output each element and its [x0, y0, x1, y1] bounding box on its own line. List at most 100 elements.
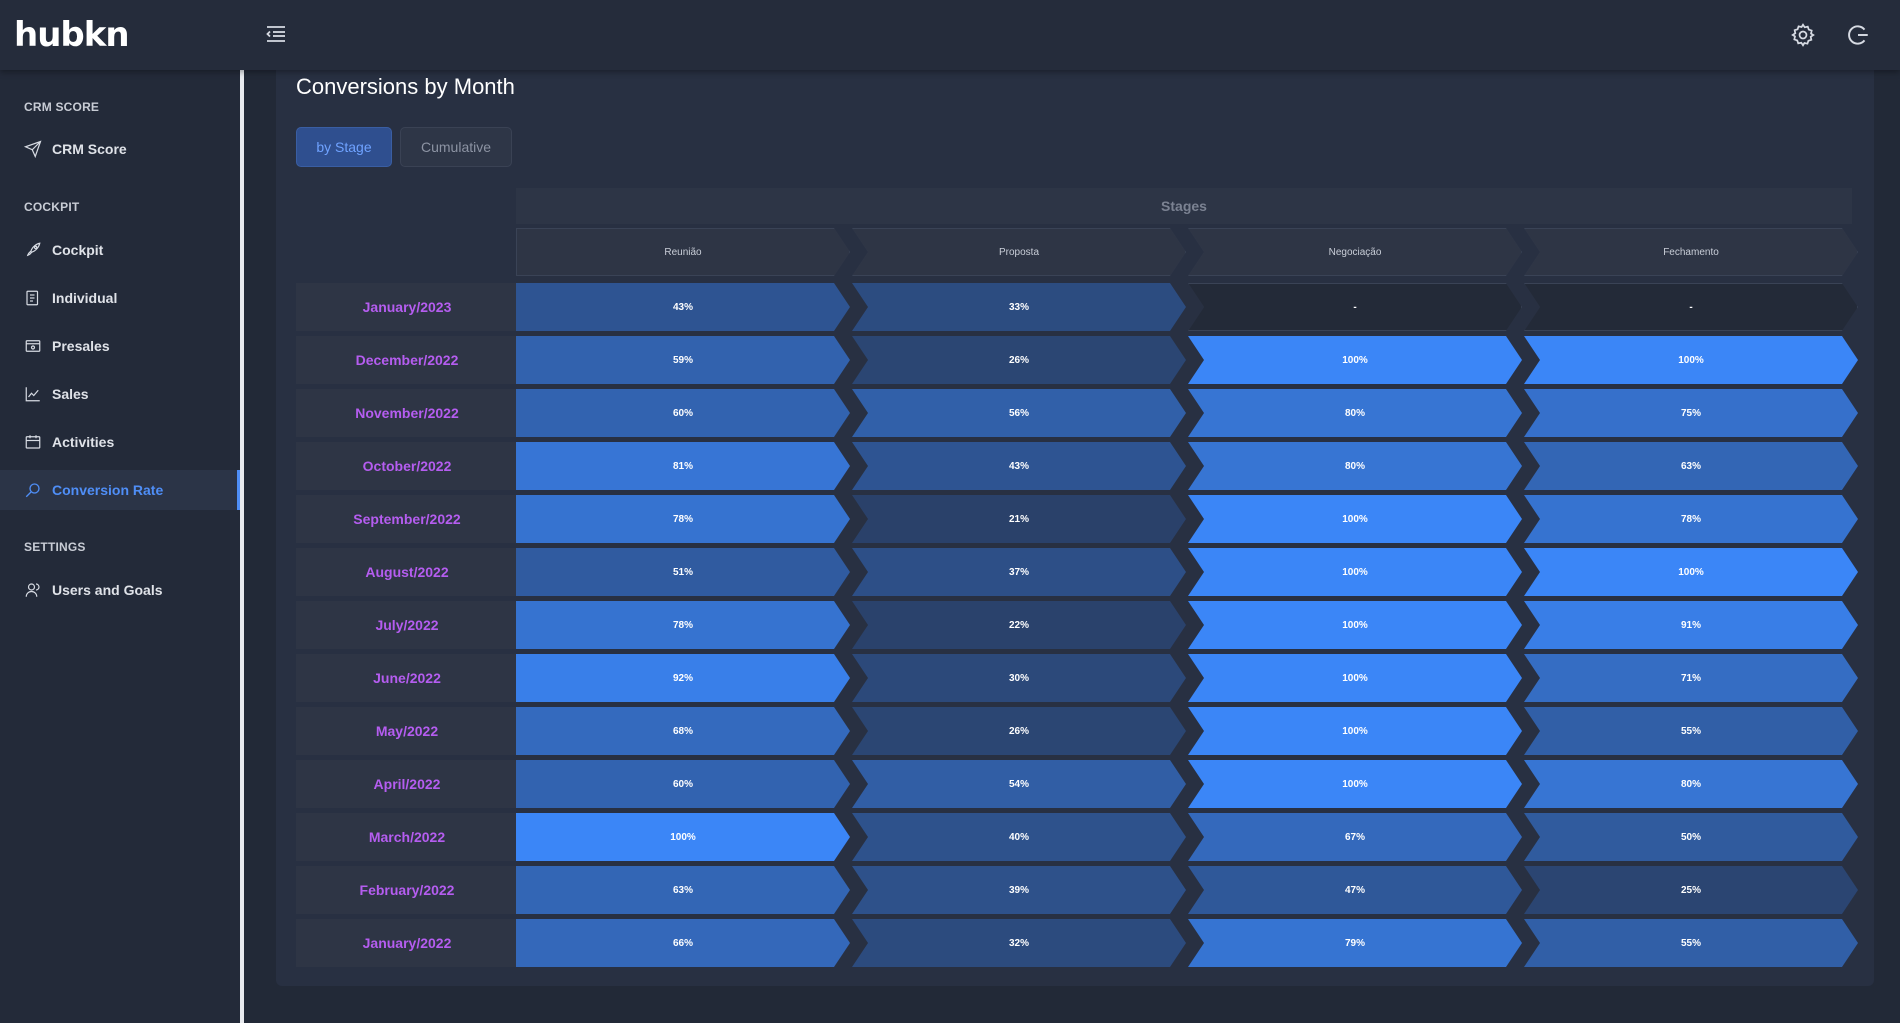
stage-header: Proposta: [852, 228, 1186, 276]
cell-value: 66%: [672, 937, 693, 949]
conversion-cell: 92%: [516, 654, 850, 702]
search-icon: [24, 481, 42, 499]
cell-value: 56%: [1008, 407, 1029, 419]
conversion-cell: -: [1524, 283, 1858, 331]
sidebar-item-presales[interactable]: Presales: [0, 326, 240, 366]
cell-value: 43%: [672, 301, 693, 313]
month-label: November/2022: [296, 389, 518, 437]
conversion-cell: 80%: [1188, 442, 1522, 490]
conversion-cell: 30%: [852, 654, 1186, 702]
cell-value: 54%: [1008, 778, 1029, 790]
app-logo[interactable]: hubkn: [14, 15, 130, 55]
conversion-cell: 51%: [516, 548, 850, 596]
cell-value: 71%: [1680, 672, 1701, 684]
cell-value: 100%: [1678, 566, 1704, 578]
conversion-cell: 47%: [1188, 866, 1522, 914]
conversion-cell: 59%: [516, 336, 850, 384]
conversion-cell: 100%: [1188, 654, 1522, 702]
users-icon: [24, 581, 42, 599]
conversion-cell: 78%: [516, 495, 850, 543]
conversion-cell: 100%: [1188, 495, 1522, 543]
cell-value: 47%: [1344, 884, 1365, 896]
cell-value: 60%: [672, 407, 693, 419]
conversion-cell: 71%: [1524, 654, 1858, 702]
conversion-cell: 32%: [852, 919, 1186, 967]
cell-value: 100%: [1678, 354, 1704, 366]
conversion-cell: 63%: [1524, 442, 1858, 490]
cell-value: 67%: [1344, 831, 1365, 843]
cell-value: 100%: [670, 831, 696, 843]
conversion-cell: 100%: [1524, 336, 1858, 384]
cell-value: 37%: [1008, 566, 1029, 578]
sidebar: CRM SCORE CRM Score COCKPIT Cockpit Indi…: [0, 70, 244, 1023]
cell-value: 43%: [1008, 460, 1029, 472]
menu-toggle-icon[interactable]: [264, 22, 288, 46]
settings-gear-icon[interactable]: [1790, 22, 1816, 48]
cell-value: 75%: [1680, 407, 1701, 419]
conversion-cell: 80%: [1188, 389, 1522, 437]
sidebar-item-label: Sales: [52, 386, 89, 402]
conversion-cell: 63%: [516, 866, 850, 914]
sidebar-section-settings: SETTINGS: [24, 540, 86, 554]
sidebar-item-individual[interactable]: Individual: [0, 278, 240, 318]
conversion-cell: 100%: [1188, 548, 1522, 596]
conversion-cell: 100%: [516, 813, 850, 861]
conversion-cell: 55%: [1524, 919, 1858, 967]
cell-value: 51%: [672, 566, 693, 578]
cell-value: 78%: [672, 513, 693, 525]
conversion-cell: 25%: [1524, 866, 1858, 914]
top-bar: hubkn: [0, 0, 1900, 70]
cell-value: 21%: [1008, 513, 1029, 525]
stage-header-label: Negociação: [1328, 246, 1382, 258]
conversion-cell: 54%: [852, 760, 1186, 808]
cell-value: 100%: [1342, 513, 1368, 525]
logout-icon[interactable]: [1845, 22, 1871, 48]
cell-value: 80%: [1680, 778, 1701, 790]
cell-value: 33%: [1008, 301, 1029, 313]
calendar-icon: [24, 433, 42, 451]
cell-value: 91%: [1680, 619, 1701, 631]
sidebar-item-sales[interactable]: Sales: [0, 374, 240, 414]
sidebar-item-users-and-goals[interactable]: Users and Goals: [0, 570, 240, 610]
sidebar-item-conversion-rate[interactable]: Conversion Rate: [0, 470, 240, 510]
cell-value: 22%: [1008, 619, 1029, 631]
cell-value: 80%: [1344, 460, 1365, 472]
presentation-icon: [24, 337, 42, 355]
sidebar-item-activities[interactable]: Activities: [0, 422, 240, 462]
month-label: June/2022: [296, 654, 518, 702]
sidebar-item-label: Presales: [52, 338, 110, 354]
conversion-cell: 60%: [516, 760, 850, 808]
month-label: April/2022: [296, 760, 518, 808]
month-label: March/2022: [296, 813, 518, 861]
sidebar-item-crm-score[interactable]: CRM Score: [0, 129, 240, 169]
stage-header-label: Proposta: [998, 246, 1040, 258]
cell-value: 100%: [1342, 566, 1368, 578]
cell-value: 55%: [1680, 725, 1701, 737]
sidebar-item-label: Conversion Rate: [52, 482, 164, 498]
stage-header-label: Reunião: [664, 246, 702, 258]
conversion-cell: 75%: [1524, 389, 1858, 437]
conversion-cell: 43%: [516, 283, 850, 331]
conversion-cell: 60%: [516, 389, 850, 437]
month-label: February/2022: [296, 866, 518, 914]
month-label: January/2023: [296, 283, 518, 331]
cell-value: 78%: [672, 619, 693, 631]
conversion-cell: 26%: [852, 336, 1186, 384]
cell-value: 60%: [672, 778, 693, 790]
cell-value: 100%: [1342, 672, 1368, 684]
conversion-cell: 67%: [1188, 813, 1522, 861]
tab-cumulative[interactable]: Cumulative: [400, 127, 512, 167]
conversion-cell: 43%: [852, 442, 1186, 490]
conversion-cell: 21%: [852, 495, 1186, 543]
send-icon: [23, 140, 42, 159]
tab-by-stage[interactable]: by Stage: [296, 127, 392, 167]
conversion-cell: 100%: [1188, 336, 1522, 384]
cell-value: 26%: [1008, 725, 1029, 737]
conversion-cell: 66%: [516, 919, 850, 967]
line-chart-icon: [24, 385, 42, 403]
cell-value: 78%: [1680, 513, 1701, 525]
sidebar-item-cockpit[interactable]: Cockpit: [0, 230, 240, 270]
cell-value: 59%: [672, 354, 693, 366]
cell-value: 80%: [1344, 407, 1365, 419]
conversion-cell: 39%: [852, 866, 1186, 914]
